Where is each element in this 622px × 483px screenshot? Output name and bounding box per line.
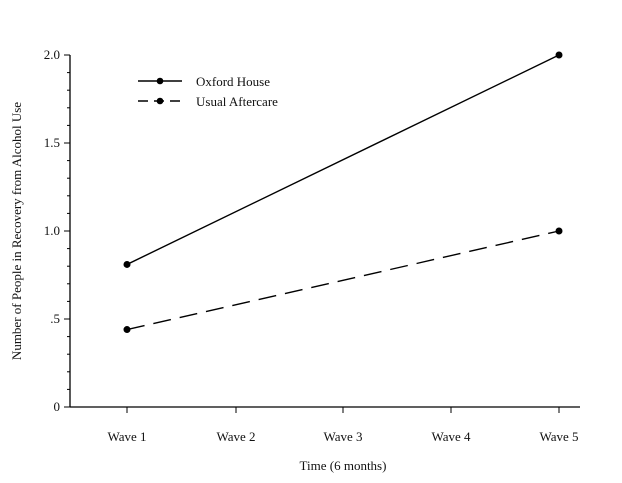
x-axis-label: Time (6 months) bbox=[300, 458, 387, 473]
y-tick-label: 0 bbox=[54, 399, 61, 414]
series-line-usual-aftercare bbox=[126, 230, 560, 331]
x-tick-label: Wave 1 bbox=[107, 429, 146, 444]
x-tick-label: Wave 3 bbox=[323, 429, 362, 444]
y-tick-label: 1.5 bbox=[44, 135, 60, 150]
y-tick-label: 1.0 bbox=[44, 223, 60, 238]
legend-marker-usual-aftercare bbox=[156, 97, 164, 105]
legend-label-usual-aftercare: Usual Aftercare bbox=[196, 94, 278, 109]
legend-marker-oxford-house bbox=[156, 77, 164, 85]
data-point-oxford-house bbox=[123, 260, 131, 268]
legend: Oxford House Usual Aftercare bbox=[138, 74, 278, 109]
x-tick-label: Wave 5 bbox=[539, 429, 578, 444]
axes bbox=[69, 55, 580, 408]
legend-label-oxford-house: Oxford House bbox=[196, 74, 270, 89]
x-tick-label: Wave 2 bbox=[216, 429, 255, 444]
data-point-usual-aftercare bbox=[123, 326, 131, 334]
x-tick-label: Wave 4 bbox=[431, 429, 471, 444]
x-ticks: Wave 1 Wave 2 Wave 3 Wave 4 Wave 5 bbox=[107, 407, 579, 444]
y-ticks: 0 .5 1.0 1.5 2.0 bbox=[44, 47, 70, 414]
series-line-oxford-house bbox=[126, 54, 560, 266]
y-tick-label: 2.0 bbox=[44, 47, 60, 62]
data-point-oxford-house bbox=[555, 51, 563, 59]
y-tick-label: .5 bbox=[50, 311, 60, 326]
y-axis-label: Number of People in Recovery from Alcoho… bbox=[9, 102, 24, 360]
series-group bbox=[123, 51, 563, 334]
data-point-usual-aftercare bbox=[555, 227, 563, 235]
